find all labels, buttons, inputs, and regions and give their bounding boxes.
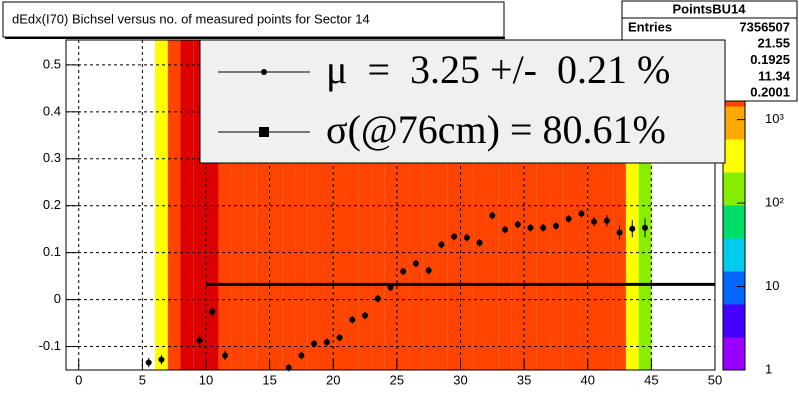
y-tick-label: 0.5 — [43, 56, 61, 71]
stats-value: 21.55 — [757, 36, 790, 51]
legend-box — [199, 39, 726, 164]
z-tick-label: 1 — [765, 361, 772, 376]
profile-point — [463, 234, 470, 241]
profile-point — [451, 233, 458, 240]
x-tick-label: 5 — [139, 372, 146, 387]
stats-value: 0.2001 — [750, 85, 790, 100]
profile-point — [502, 226, 509, 233]
profile-point — [323, 339, 330, 346]
profile-point — [412, 260, 419, 267]
x-tick-label: 50 — [708, 372, 722, 387]
z-tick-label: 10³ — [765, 111, 784, 126]
profile-point — [552, 222, 559, 229]
stats-title: PointsBU14 — [673, 1, 747, 16]
profile-point — [387, 284, 394, 291]
y-tick-label: 0 — [54, 291, 61, 306]
y-tick-label: 0.1 — [43, 244, 61, 259]
x-tick-label: 10 — [199, 372, 213, 387]
profile-point — [527, 224, 534, 231]
profile-point — [425, 267, 432, 274]
colorbar-band — [723, 139, 745, 173]
profile-point — [438, 241, 445, 248]
heat-cell — [155, 40, 168, 370]
x-tick-label: 15 — [262, 372, 276, 387]
profile-point — [298, 352, 305, 359]
chart-title: dEdx(I70) Bichsel versus no. of measured… — [12, 11, 370, 26]
profile-point — [349, 316, 356, 323]
profile-point — [540, 224, 547, 231]
profile-point — [145, 359, 152, 366]
profile-point — [158, 356, 165, 363]
colorbar-band — [723, 205, 745, 239]
profile-point — [591, 218, 598, 225]
colorbar-band — [723, 271, 745, 305]
y-tick-label: 0.3 — [43, 150, 61, 165]
x-tick-label: 35 — [517, 372, 531, 387]
profile-point — [285, 364, 292, 371]
y-tick-label: 0.2 — [43, 197, 61, 212]
x-tick-label: 25 — [390, 372, 404, 387]
profile-point — [603, 217, 610, 224]
heat-cell — [180, 40, 194, 370]
profile-point — [362, 312, 369, 319]
stats-value: 7356507 — [739, 19, 790, 34]
stats-value: 0.1925 — [750, 52, 790, 67]
profile-point — [642, 224, 649, 231]
profile-point — [336, 334, 343, 341]
stats-value: 11.34 — [758, 68, 791, 83]
legend-label: σ(@76cm) = 80.61% — [326, 107, 666, 152]
profile-point — [629, 225, 636, 232]
colorbar-band — [723, 304, 745, 338]
legend-marker — [261, 69, 267, 75]
profile-point — [209, 308, 216, 315]
legend-label: μ = 3.25 +/- 0.21 % — [326, 47, 670, 92]
profile-point — [311, 340, 318, 347]
profile-point — [565, 215, 572, 222]
colorbar-band — [723, 106, 745, 140]
z-tick-label: 10² — [765, 195, 784, 210]
stats-label: Entries — [628, 19, 672, 34]
profile-point — [578, 210, 585, 217]
profile-point — [222, 352, 229, 359]
colorbar-band — [723, 337, 745, 371]
title-box — [2, 1, 505, 38]
profile-point — [400, 268, 407, 275]
x-tick-label: 45 — [644, 372, 658, 387]
colorbar-band — [723, 172, 745, 206]
profile-point — [616, 229, 623, 236]
y-tick-label: 0.4 — [43, 103, 61, 118]
x-tick-label: 20 — [326, 372, 340, 387]
legend-marker — [259, 127, 269, 137]
profile-point — [196, 337, 203, 344]
x-tick-label: 30 — [453, 372, 467, 387]
z-tick-label: 10 — [765, 278, 779, 293]
heat-cell — [167, 40, 181, 370]
y-tick-label: -0.1 — [39, 338, 61, 353]
profile-point — [374, 295, 381, 302]
profile-point — [476, 239, 483, 246]
profile-point — [514, 221, 521, 228]
x-tick-label: 0 — [75, 372, 82, 387]
colorbar-band — [723, 238, 745, 272]
profile-point — [489, 212, 496, 219]
x-tick-label: 40 — [581, 372, 595, 387]
